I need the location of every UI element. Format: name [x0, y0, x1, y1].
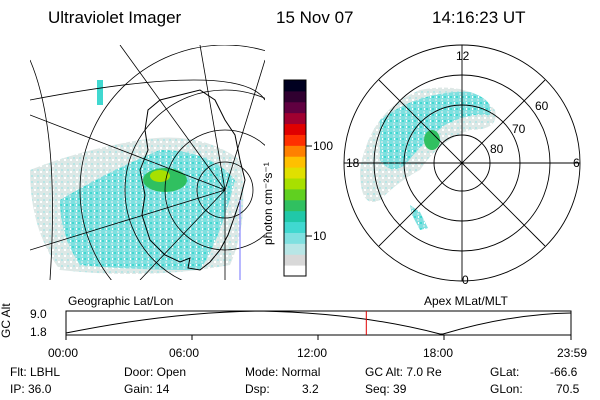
seq-info: Seq: 39: [365, 382, 407, 396]
colorbar-swatch: [284, 90, 306, 103]
xtick-1800: 18:00: [423, 346, 454, 360]
colorbar-swatch: [284, 112, 306, 125]
instrument-title: Ultraviolet Imager: [48, 8, 182, 27]
xtick-0000: 00:00: [48, 346, 79, 360]
mlt-label-12: 12: [456, 49, 470, 63]
time-label: 14:16:23 UT: [432, 8, 526, 27]
colorbar-swatch: [284, 188, 306, 201]
altitude-plot-frame: [65, 310, 572, 336]
geographic-caption: Geographic Lat/Lon: [68, 294, 174, 308]
filter-info: Flt: LBHL: [10, 365, 61, 379]
altitude-xticks: [65, 335, 572, 340]
glat-label: GLat:: [490, 365, 520, 379]
polar-diag-2: [378, 79, 546, 247]
colorbar-swatch: [284, 178, 306, 190]
dsp-label: Dsp:: [245, 382, 270, 396]
colorbar-swatch: [284, 221, 306, 233]
mlat-label-70: 70: [512, 122, 526, 136]
mlt-label-18: 18: [346, 156, 360, 170]
gain-info: Gain: 14: [124, 382, 170, 396]
colorbar-swatch: [284, 134, 306, 146]
altitude-curve: [65, 310, 572, 335]
colorbar-swatch: [284, 232, 306, 244]
colorbar-swatch: [284, 243, 306, 255]
xtick-1200: 12:00: [297, 346, 328, 360]
xtick-0600: 06:00: [169, 346, 200, 360]
aurora-patch: [97, 80, 103, 105]
colorbar-swatch: [284, 254, 306, 266]
glon-label: GLon:: [490, 382, 523, 396]
ip-info: IP: 36.0: [10, 382, 52, 396]
glat-value: -66.6: [550, 365, 578, 379]
colorbar-label-10: 10: [313, 229, 327, 243]
colorbar-swatch: [284, 265, 306, 277]
glon-value: 70.5: [556, 382, 580, 396]
apex-caption: Apex MLat/MLT: [424, 294, 508, 308]
colorbar-swatch: [284, 156, 306, 168]
date-label: 15 Nov 07: [276, 8, 354, 27]
mlt-label-6: 6: [573, 156, 580, 170]
gc-alt-info: GC Alt: 7.0 Re: [365, 365, 442, 379]
colorbar-swatch: [284, 80, 306, 92]
geographic-map: [30, 45, 265, 280]
colorbar-label-100: 100: [313, 139, 334, 153]
lat-lon-grid: [30, 45, 265, 280]
polar-map: [343, 44, 581, 282]
polar-aurora-bright: [424, 130, 440, 150]
colorbar-swatch: [284, 145, 306, 157]
colorbar-swatch: [284, 210, 306, 223]
colorbar-swatch: [284, 199, 306, 212]
polar-aurora-patch: [410, 205, 428, 230]
colorbar-swatch: [284, 167, 306, 179]
aurora-peak: [150, 170, 170, 182]
colorbar-frame: [283, 79, 307, 277]
dsp-value: 3.2: [302, 382, 319, 396]
door-info: Door: Open: [124, 365, 187, 379]
mode-info: Mode: Normal: [245, 365, 321, 379]
coastline: [139, 89, 246, 271]
mlat-label-80: 80: [490, 142, 504, 156]
mlat-label-60: 60: [535, 99, 549, 113]
altitude-plot: [65, 310, 572, 340]
altitude-ylabel: GC Alt: [0, 303, 13, 338]
xtick-2359: 23:59: [557, 346, 588, 360]
colorbar: [284, 80, 306, 277]
colorbar-swatch: [284, 123, 306, 135]
polar-aurora-oval: [380, 91, 491, 169]
altitude-ytick-low: 1.8: [30, 325, 47, 339]
mlt-label-0: 0: [462, 273, 469, 287]
colorbar-swatch: [284, 101, 306, 114]
altitude-ytick-high: 9.0: [30, 307, 47, 321]
colorbar-unit-label: photon cm⁻²s⁻¹: [261, 162, 275, 245]
